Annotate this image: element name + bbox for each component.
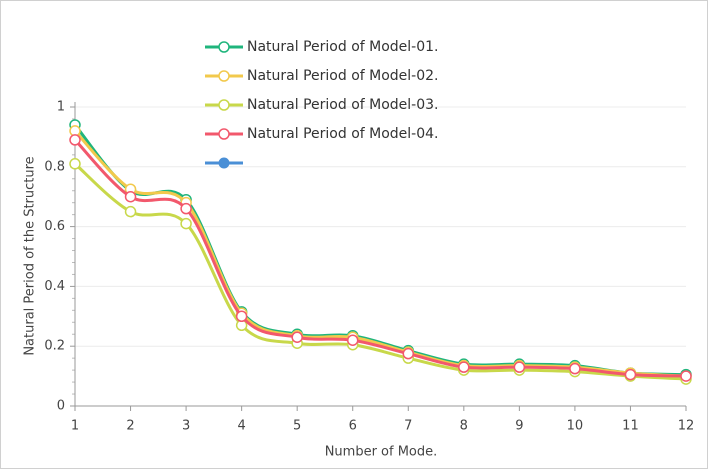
legend-marker	[218, 70, 230, 82]
x-tick-label: 9	[515, 419, 523, 434]
x-tick-label: 1	[71, 419, 79, 434]
x-tick-label: 10	[567, 419, 584, 434]
x-tick-label: 11	[622, 419, 639, 434]
x-axis-label: Number of Mode.	[325, 445, 438, 460]
x-tick-label: 2	[126, 419, 134, 434]
y-tick-label: 0	[57, 399, 65, 414]
legend-marker	[218, 41, 230, 53]
x-tick-label: 6	[349, 419, 357, 434]
point	[235, 310, 248, 323]
x-tick-label: 12	[678, 419, 695, 434]
y-axis-label: Natural Period of the Structure	[23, 156, 38, 355]
y-tick-label: 0.4	[44, 279, 65, 294]
y-tick-label: 0.8	[44, 159, 65, 174]
point	[513, 361, 526, 373]
point	[680, 370, 692, 382]
point	[69, 158, 81, 170]
point	[180, 202, 192, 215]
x-tick-label: 5	[293, 419, 301, 434]
legend-text: Natural Period of Model-03.	[247, 97, 439, 113]
legend-marker	[218, 99, 230, 111]
y-tick-label: 1	[57, 100, 65, 115]
point	[569, 362, 581, 375]
legend-text: Natural Period of Model-04.	[247, 126, 439, 142]
x-tick-label: 8	[460, 419, 468, 434]
x-tick-label: 3	[182, 419, 190, 434]
point	[124, 190, 137, 203]
point	[346, 334, 359, 346]
point	[69, 134, 81, 146]
y-tick-label: 0.6	[44, 219, 65, 234]
point	[180, 217, 192, 230]
point	[291, 331, 303, 343]
legend-text: Natural Period of Model-02.	[247, 68, 439, 84]
legend-text: Natural Period of Model-01.	[247, 39, 439, 55]
point	[124, 205, 137, 218]
x-tick-label: 7	[404, 419, 412, 434]
x-tick-label: 4	[237, 419, 245, 434]
y-tick-label: 0.2	[44, 339, 65, 354]
point	[458, 361, 470, 373]
legend-marker	[218, 128, 230, 140]
legend-marker	[218, 157, 230, 169]
point	[624, 368, 637, 381]
point	[402, 347, 415, 360]
